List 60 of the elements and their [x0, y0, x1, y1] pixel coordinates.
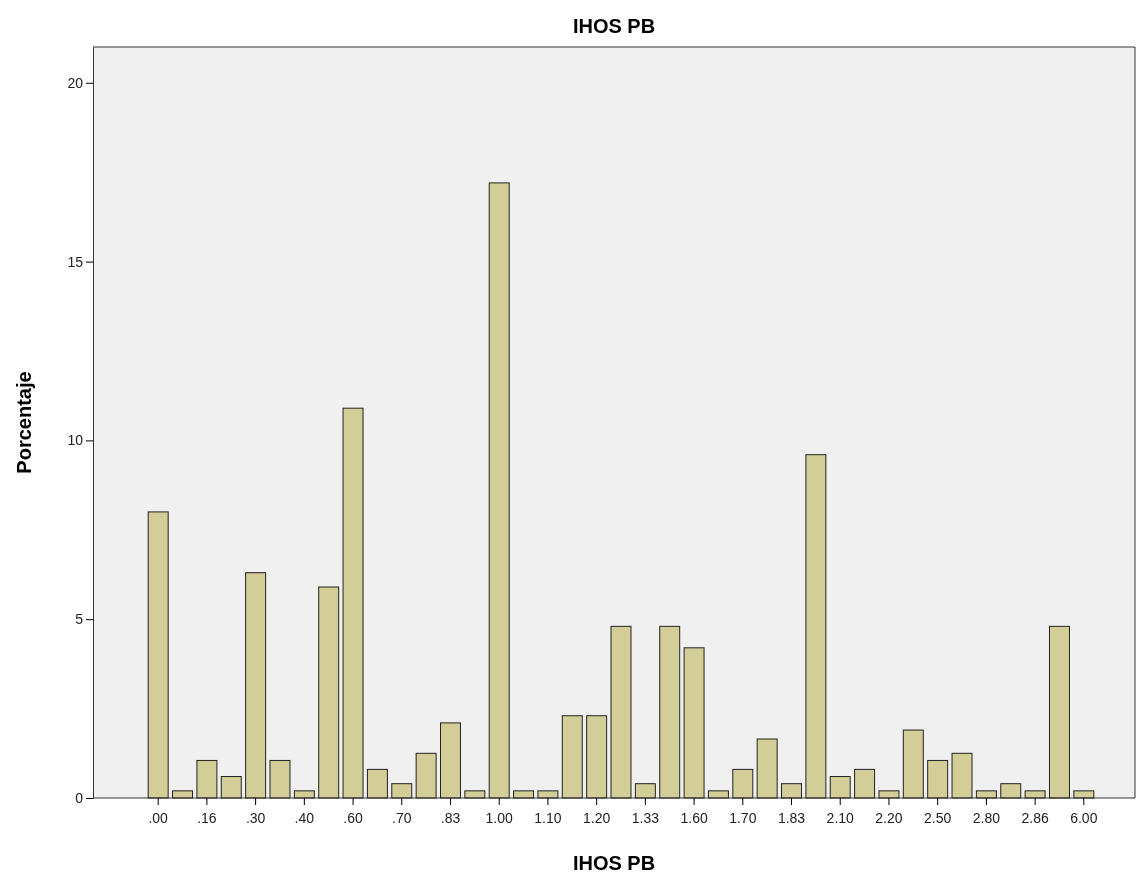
bar: [366, 768, 388, 799]
chart-title: IHOS PB: [572, 15, 656, 37]
bar: [318, 586, 340, 799]
bar: [196, 759, 218, 799]
bar: [440, 722, 461, 799]
x-tick-label: 1.70: [729, 810, 757, 827]
bar: [927, 759, 949, 799]
bar: [488, 182, 510, 799]
bar: [805, 454, 827, 799]
x-tick-label: 1.20: [583, 810, 611, 827]
y-tick-label: 15: [67, 253, 84, 270]
x-tick-label: .00: [148, 810, 169, 827]
x-tick-label: 2.50: [924, 810, 952, 827]
bar: [732, 768, 754, 799]
x-tick-label: 2.80: [972, 810, 1001, 827]
bar: [1000, 783, 1022, 799]
x-axis-title: IHOS PB: [572, 852, 656, 874]
x-tick-label: .83: [440, 810, 461, 827]
x-tick-label: 1.00: [485, 810, 514, 827]
bar: [1024, 790, 1046, 799]
y-tick-label: 0: [75, 789, 84, 806]
x-tick-label: 2.86: [1021, 810, 1049, 827]
y-axis-title: Porcentaje: [13, 371, 35, 474]
x-tick-label: .40: [294, 810, 315, 827]
bar: [269, 759, 291, 799]
x-tick-label: 1.10: [534, 810, 562, 827]
x-tick-label: .60: [343, 810, 363, 827]
bar: [634, 783, 656, 799]
bar: [902, 729, 924, 799]
x-tick-label: 2.20: [875, 810, 903, 827]
bar: [342, 407, 364, 799]
bar: [951, 752, 973, 799]
bar: [586, 715, 608, 799]
bar: [391, 783, 413, 799]
bar: [220, 776, 242, 799]
bar: [829, 776, 851, 799]
bar: [1048, 625, 1070, 799]
x-tick-label: .30: [245, 810, 266, 827]
bar: [537, 790, 559, 799]
bar: [245, 572, 267, 799]
x-tick-label: 1.83: [777, 810, 806, 827]
bar: [878, 790, 900, 799]
bar: [415, 752, 437, 799]
bar: [854, 768, 876, 799]
x-tick-label: 2.10: [826, 810, 855, 827]
bar: [683, 647, 705, 799]
x-tick-label: 1.33: [631, 810, 660, 827]
y-tick-label: 20: [67, 74, 84, 91]
bar: [659, 625, 681, 799]
x-tick-label: 6.00: [1070, 810, 1098, 827]
bar: [561, 715, 583, 799]
bar: [756, 738, 778, 799]
bar: [147, 511, 169, 799]
y-tick-label: 5: [75, 611, 84, 628]
x-tick-label: .16: [197, 810, 217, 827]
x-tick-label: 1.60: [680, 810, 708, 827]
bar: [610, 625, 632, 799]
y-tick-label: 10: [67, 432, 84, 449]
bar: [781, 783, 802, 799]
x-tick-label: .70: [392, 810, 412, 827]
